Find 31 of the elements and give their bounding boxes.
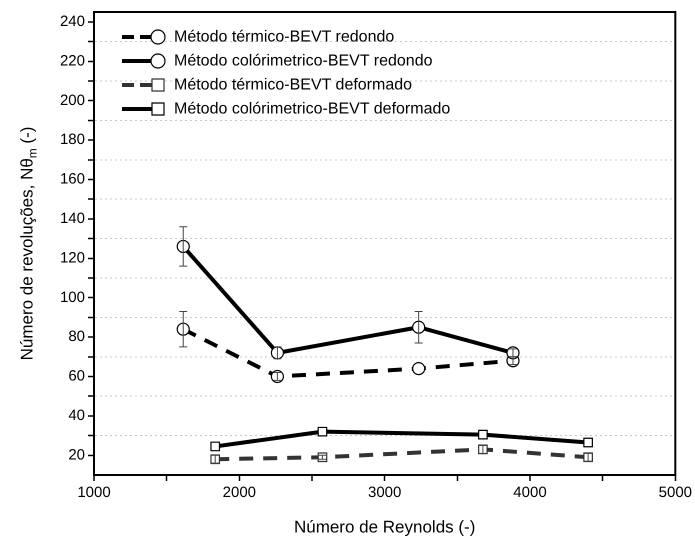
legend-label: Método colórimetrico-BEVT redondo [174,52,433,70]
y-tick-label: 20 [68,446,85,464]
point [583,438,593,448]
x-tick-label: 2000 [222,484,256,502]
legend-label: Método térmico-BEVT deformado [174,76,412,94]
y-tick-label: 200 [60,92,85,109]
y-tick-label: 160 [60,170,85,188]
y-tick-label: 40 [68,407,85,424]
y-tick-label: 120 [60,249,85,266]
point [506,346,520,360]
legend-label: Método térmico-BEVT redondo [174,28,394,46]
x-tick-label: 5000 [658,484,692,502]
y-tick-label: 180 [60,131,85,148]
point [478,430,488,440]
y-tick-label: 220 [60,52,85,70]
point [318,426,328,436]
y-tick-label: 140 [60,210,85,228]
y-axis-title: Número de revoluções, Nθm (-) [18,126,40,360]
x-tick-label: 1000 [77,484,111,502]
x-tick-label: 4000 [513,484,547,502]
point [210,442,220,452]
x-tick-label: 3000 [368,484,402,502]
y-tick-label: 60 [68,368,85,385]
y-tick-label: 100 [60,288,85,306]
x-axis-title: Número de Reynolds (-) [294,518,476,537]
y-tick-label: 240 [60,12,85,30]
legend-label: Método colórimetrico-BEVT deformado [174,100,450,118]
point [270,370,284,384]
point [412,362,426,376]
point [270,346,284,360]
y-tick-label: 80 [68,328,85,346]
